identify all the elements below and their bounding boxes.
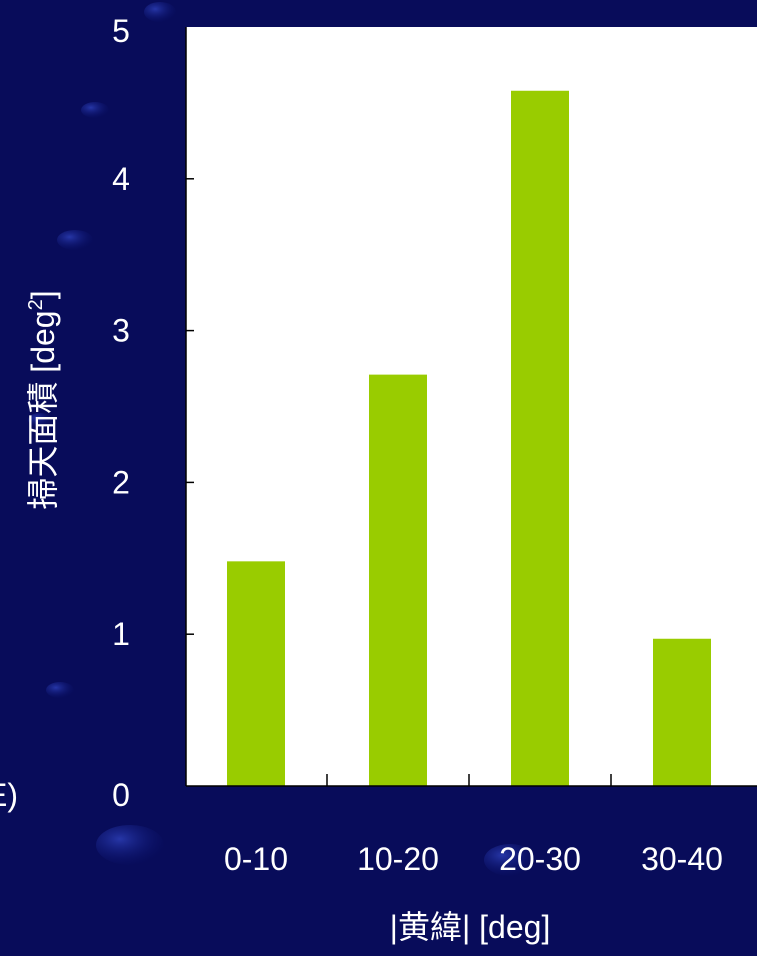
background-decoration — [28, 2, 536, 876]
x-tick-label: 20-30 — [499, 841, 581, 877]
bar-group — [227, 90, 711, 787]
bar-0-10 — [227, 561, 285, 786]
y-tick-label: 0 — [112, 777, 130, 813]
y-tick-label: 5 — [112, 13, 130, 49]
bar-20-30 — [511, 90, 569, 787]
y-tick-label: 3 — [112, 313, 130, 349]
x-tick-label: 0-10 — [224, 841, 288, 877]
x-axis-label: |黄緯| [deg] — [390, 909, 551, 945]
x-tick-labels: 0-10 10-20 20-30 30-40 — [224, 841, 723, 877]
y-axis-label-main: 掃天面積 [deg — [25, 310, 61, 509]
y-tick-label: 2 — [112, 464, 130, 500]
y-tick-labels: 0 1 2 3 4 5 — [112, 13, 130, 813]
bar-30-40 — [653, 638, 711, 786]
y-axis-label-suffix: ] — [25, 290, 61, 299]
axes — [185, 27, 757, 787]
y-tick-label: 4 — [112, 161, 130, 197]
y-axis-label-superscript: 2 — [25, 299, 47, 310]
edge-text-fragment: E) — [0, 777, 18, 813]
y-axis-label: 掃天面積 [deg2] — [25, 290, 61, 509]
x-tick-label: 10-20 — [357, 841, 439, 877]
y-tick-label: 1 — [112, 616, 130, 652]
x-tick-label: 30-40 — [641, 841, 723, 877]
bar-10-20 — [369, 374, 427, 786]
